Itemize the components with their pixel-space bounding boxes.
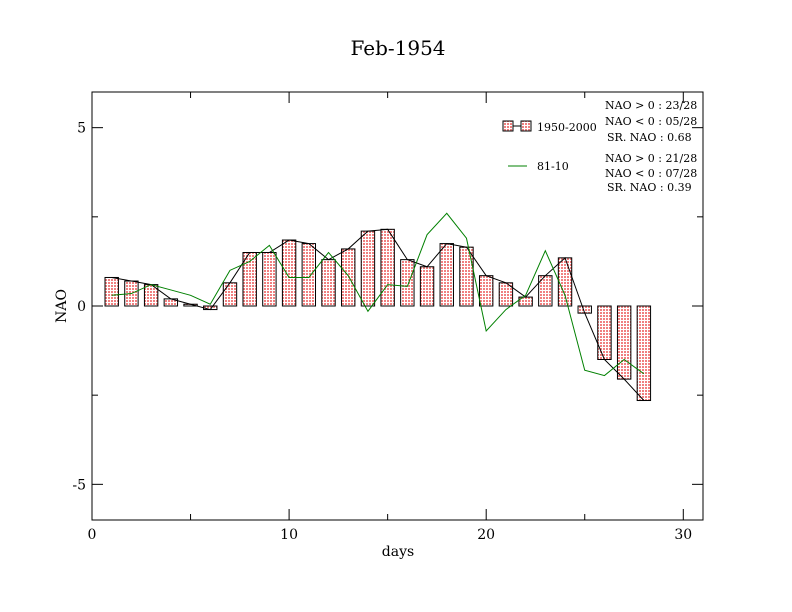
legend-bar-swatch-left — [502, 120, 514, 132]
bar-day-28 — [636, 305, 652, 402]
legend-label-81-10: 81-10 — [537, 160, 569, 173]
stat-nao-negative-1: NAO < 0 : 05/28 — [605, 115, 697, 128]
line-81-10 — [111, 212, 645, 377]
stat-nao-positive-2: NAO > 0 : 21/28 — [605, 152, 697, 165]
bar-day-17 — [419, 266, 435, 307]
bar-day-24 — [557, 257, 573, 307]
x-tick-label: 30 — [674, 527, 692, 543]
bar-day-1 — [104, 276, 119, 307]
bar-day-10 — [281, 239, 297, 307]
y-tick-label: 5 — [77, 121, 86, 137]
stats-annotation-81-10: NAO > 0 : 21/28 NAO < 0 : 07/28 SR. NAO … — [605, 152, 697, 194]
bar-day-11 — [301, 243, 317, 307]
stats-annotation-1950-2000: NAO > 0 : 23/28 NAO < 0 : 05/28 SR. NAO … — [605, 99, 697, 144]
chart-title: Feb-1954 — [350, 36, 445, 60]
y-tick-label: -5 — [72, 477, 86, 493]
line-series — [111, 212, 645, 401]
bar-day-13 — [341, 248, 356, 307]
bar-day-18 — [439, 243, 454, 307]
bar-day-9 — [262, 252, 277, 307]
bar-series — [104, 228, 652, 402]
legend: 1950-2000 81-10 — [502, 120, 597, 173]
bar-day-15 — [380, 228, 395, 307]
x-axis-label: days — [382, 544, 414, 560]
y-axis-label: NAO — [54, 289, 70, 323]
stat-sr-nao-1: SR. NAO : 0.68 — [607, 131, 692, 144]
stat-sr-nao-2: SR. NAO : 0.39 — [607, 181, 692, 194]
x-tick-label: 0 — [88, 527, 97, 543]
bar-day-20 — [478, 275, 494, 307]
bar-top-connector-line — [111, 228, 645, 401]
axes: 0 10 20 30 -5 0 5 — [72, 92, 703, 543]
legend-bar-swatch-right — [520, 120, 532, 132]
legend-label-1950-2000: 1950-2000 — [537, 121, 597, 134]
stat-nao-positive-1: NAO > 0 : 23/28 — [605, 99, 697, 112]
bar-day-26 — [597, 305, 612, 360]
bar-day-12 — [321, 259, 336, 307]
stat-nao-negative-2: NAO < 0 : 07/28 — [605, 167, 697, 180]
x-tick-label: 10 — [280, 527, 298, 543]
x-tick-label: 20 — [477, 527, 495, 543]
bar-day-14 — [360, 230, 376, 307]
bar-day-27 — [616, 305, 632, 380]
bar-day-16 — [400, 259, 415, 307]
bar-day-19 — [459, 246, 474, 307]
bar-day-7 — [222, 282, 238, 307]
y-tick-label: 0 — [77, 299, 86, 315]
